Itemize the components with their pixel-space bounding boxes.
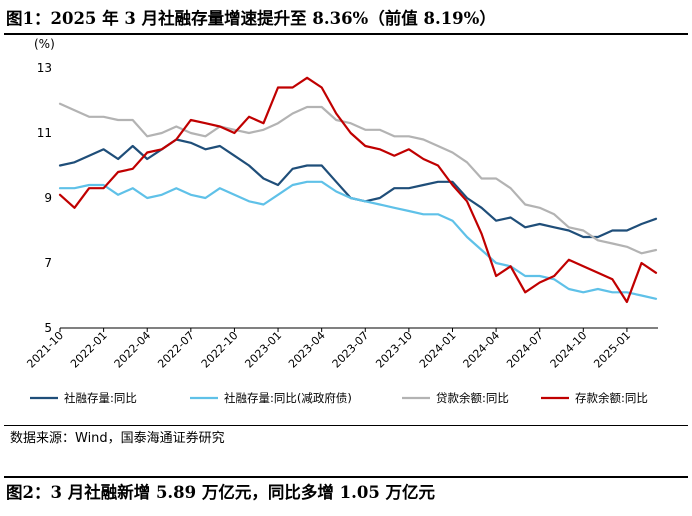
y-tick-label: 5 — [44, 321, 52, 335]
data-source-note: 数据来源：Wind，国泰海通证券研究 — [10, 431, 225, 446]
y-axis: 5 7 9 11 13 — [37, 61, 52, 335]
x-tick-label: 2024-04 — [461, 329, 503, 371]
x-tick-label: 2024-01 — [417, 329, 459, 371]
y-tick-label: 7 — [44, 256, 52, 270]
x-tick-label: 2022-04 — [112, 329, 154, 371]
x-tick-label: 2023-10 — [373, 329, 415, 371]
y-tick-label: 11 — [37, 126, 52, 140]
x-tick-label: 2023-04 — [286, 329, 328, 371]
legend-label: 存款余额:同比 — [575, 391, 648, 405]
x-tick-label: 2021-10 — [24, 329, 66, 371]
y-tick-label: 9 — [44, 191, 52, 205]
x-tick-label: 2023-01 — [242, 329, 284, 371]
x-tick-label: 2022-10 — [199, 329, 241, 371]
x-axis: 2021-10 2022-01 2022-04 2022-07 2022-10 2023-… — [24, 328, 633, 371]
legend-label: 社融存量:同比(减政府债) — [224, 391, 352, 405]
series-line-2 — [58, 180, 658, 300]
title-divider — [4, 33, 688, 35]
figure-1-title: 图1：2025 年 3 月社融存量增速提升至 8.36%（前值 8.19%） — [6, 9, 496, 28]
x-tick-label: 2024-07 — [504, 329, 546, 371]
source-divider — [4, 425, 688, 426]
x-tick-label: 2023-07 — [330, 329, 372, 371]
y-unit-label: (%) — [34, 37, 55, 51]
x-tick-label: 2025-01 — [591, 329, 633, 371]
legend: 社融存量:同比 社融存量:同比(减政府债) 贷款余额:同比 存款余额:同比 — [30, 391, 648, 405]
line-chart: (%) 5 7 9 11 13 2021-10 2022-01 2022-04 2022-07… — [24, 37, 658, 405]
series-line-4 — [58, 76, 658, 304]
x-tick-label: 2022-01 — [68, 329, 110, 371]
series-line-3 — [58, 102, 658, 255]
series-line-1 — [58, 138, 658, 239]
figure-2-title: 图2：3 月社融新增 5.89 万亿元，同比多增 1.05 万亿元 — [6, 483, 436, 502]
figure-divider — [4, 476, 688, 478]
series-group — [58, 76, 658, 304]
x-tick-label: 2022-07 — [155, 329, 197, 371]
legend-label: 社融存量:同比 — [64, 391, 137, 405]
x-tick-label: 2024-10 — [548, 329, 590, 371]
legend-label: 贷款余额:同比 — [436, 391, 509, 405]
y-tick-label: 13 — [37, 61, 52, 75]
